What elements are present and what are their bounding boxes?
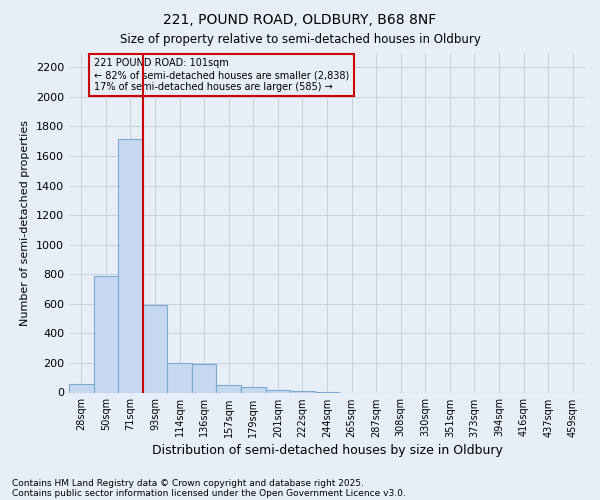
Y-axis label: Number of semi-detached properties: Number of semi-detached properties: [20, 120, 31, 326]
Bar: [94, 276, 118, 392]
Bar: [241, 388, 266, 392]
Text: 221 POUND ROAD: 101sqm
← 82% of semi-detached houses are smaller (2,838)
17% of : 221 POUND ROAD: 101sqm ← 82% of semi-det…: [94, 58, 349, 92]
Bar: [192, 364, 217, 392]
X-axis label: Distribution of semi-detached houses by size in Oldbury: Distribution of semi-detached houses by …: [152, 444, 502, 457]
Bar: [167, 363, 192, 392]
Text: Contains HM Land Registry data © Crown copyright and database right 2025.: Contains HM Land Registry data © Crown c…: [12, 478, 364, 488]
Bar: [69, 384, 94, 392]
Bar: [266, 390, 290, 392]
Text: Size of property relative to semi-detached houses in Oldbury: Size of property relative to semi-detach…: [119, 32, 481, 46]
Text: Contains public sector information licensed under the Open Government Licence v3: Contains public sector information licen…: [12, 488, 406, 498]
Bar: [118, 139, 143, 392]
Bar: [217, 385, 241, 392]
Text: 221, POUND ROAD, OLDBURY, B68 8NF: 221, POUND ROAD, OLDBURY, B68 8NF: [163, 12, 437, 26]
Bar: [143, 304, 167, 392]
Bar: [290, 391, 315, 392]
